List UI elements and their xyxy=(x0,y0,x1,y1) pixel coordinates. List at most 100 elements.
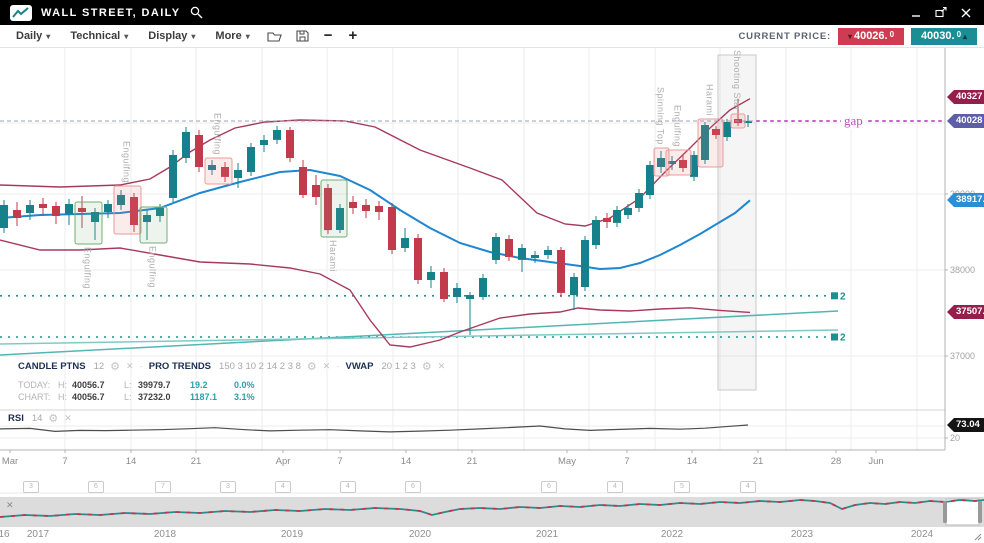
sell-price-badge[interactable]: ▾ 40026. 0 xyxy=(838,27,904,45)
chevron-down-icon: ▾ xyxy=(191,31,196,41)
calendar-event-icon[interactable]: 3 xyxy=(23,481,39,493)
rsi-legend: RSI 14 ⚙ ✕ xyxy=(8,413,72,424)
bollinger-lower-band xyxy=(0,239,751,348)
candle xyxy=(635,193,643,208)
navigator-handle-left[interactable] xyxy=(943,501,947,523)
search-icon[interactable] xyxy=(190,6,203,19)
close-icon[interactable]: ✕ xyxy=(126,361,134,371)
navigator-close-icon[interactable]: ✕ xyxy=(6,500,14,510)
close-icon[interactable]: ✕ xyxy=(64,413,72,423)
calendar-event-icon[interactable]: 6 xyxy=(88,481,104,493)
year-label: 2023 xyxy=(790,529,814,540)
year-label: 16 xyxy=(0,529,10,540)
percent-value: 0.0% xyxy=(234,380,255,390)
indicator-legend: CANDLE PTNS 12 ⚙ ✕ · PRO TRENDS 150 3 10 2 14 … xyxy=(18,361,445,372)
candle xyxy=(657,158,665,167)
candle xyxy=(117,195,125,205)
indicator-params: 20 1 2 3 xyxy=(381,361,416,372)
navigator-track[interactable] xyxy=(0,497,984,527)
pattern-label: Engulfing xyxy=(212,112,223,155)
candle xyxy=(690,155,698,177)
close-icon[interactable] xyxy=(958,5,974,21)
year-label: 2021 xyxy=(535,529,559,540)
save-icon[interactable] xyxy=(289,30,316,42)
candle xyxy=(570,277,578,296)
vwap-line xyxy=(0,310,839,356)
candle xyxy=(156,208,164,216)
candle xyxy=(375,206,383,212)
display-dropdown[interactable]: Display ▾ xyxy=(148,30,196,42)
candle xyxy=(668,161,676,164)
pattern-box xyxy=(113,185,142,235)
candle xyxy=(169,155,177,198)
candle xyxy=(324,188,332,231)
indicator-params: 150 3 10 2 14 2 3 8 xyxy=(219,361,301,372)
timeframe-dropdown[interactable]: Daily ▾ xyxy=(16,30,51,42)
candle xyxy=(312,185,320,197)
candle xyxy=(427,272,435,280)
pattern-label: Engulfing xyxy=(121,140,132,183)
candle xyxy=(453,288,461,297)
navigator-selection[interactable] xyxy=(945,498,980,526)
zoom-in-button[interactable]: + xyxy=(348,27,358,44)
time-label: 7 xyxy=(337,456,343,467)
axis-price-badge: 73.04 xyxy=(947,418,984,432)
gear-icon[interactable]: ⚙ xyxy=(306,360,317,373)
calendar-event-icon[interactable]: 4 xyxy=(607,481,623,493)
close-icon[interactable]: ✕ xyxy=(322,361,331,371)
calendar-event-icon[interactable]: 6 xyxy=(405,481,421,493)
year-label: 2022 xyxy=(660,529,684,540)
calendar-event-icon[interactable]: 7 xyxy=(155,481,171,493)
calendar-event-icon[interactable]: 4 xyxy=(740,481,756,493)
indicator-params: 14 xyxy=(31,413,43,424)
price-tick-label: 38000 xyxy=(950,265,976,275)
projection-zone xyxy=(717,54,757,391)
current-price-area: CURRENT PRICE: ▾ 40026. 0 40030. 0 ▴ xyxy=(739,27,978,45)
zoom-out-button[interactable]: − xyxy=(323,27,333,44)
gear-icon[interactable]: ⚙ xyxy=(48,412,59,425)
chart-title: WALL STREET, DAILY xyxy=(41,6,181,19)
indicator-name: RSI xyxy=(8,413,24,424)
gear-icon[interactable]: ⚙ xyxy=(421,360,432,373)
high-label: H: xyxy=(58,380,67,390)
buy-price-badge[interactable]: 40030. 0 ▴ xyxy=(911,27,977,45)
trend-level-label: 2 xyxy=(840,291,846,302)
more-dropdown[interactable]: More ▾ xyxy=(215,30,250,42)
pattern-label: Engulfing xyxy=(672,104,683,147)
time-label: 14 xyxy=(125,456,137,467)
close-icon[interactable]: ✕ xyxy=(437,361,446,371)
open-folder-icon[interactable] xyxy=(260,30,289,42)
app-logo-icon xyxy=(10,4,32,21)
calendar-event-icon[interactable]: 4 xyxy=(340,481,356,493)
minimize-button[interactable] xyxy=(908,5,924,21)
gear-icon[interactable]: ⚙ xyxy=(110,360,121,373)
candle xyxy=(414,238,422,280)
calendar-event-icon[interactable]: 3 xyxy=(220,481,236,493)
candle xyxy=(613,210,621,223)
pattern-box xyxy=(320,179,348,238)
resize-grip-icon[interactable] xyxy=(974,533,982,541)
calendar-event-icon[interactable]: 5 xyxy=(674,481,690,493)
calendar-event-icon[interactable]: 4 xyxy=(275,481,291,493)
low-value: 39979.7 xyxy=(138,380,171,390)
candle xyxy=(466,295,474,299)
chevron-down-icon: ▾ xyxy=(46,31,51,41)
candle xyxy=(712,129,720,135)
time-label: 21 xyxy=(752,456,764,467)
candle xyxy=(260,140,268,145)
pattern-label: Shooting Star xyxy=(732,49,742,111)
popout-button[interactable] xyxy=(933,5,949,21)
resize-grip-icon[interactable] xyxy=(977,536,982,541)
candle xyxy=(221,167,229,177)
technical-dropdown[interactable]: Technical ▾ xyxy=(70,30,129,42)
navigator-handle-right[interactable] xyxy=(978,501,982,523)
calendar-event-icon[interactable]: 6 xyxy=(541,481,557,493)
stats-row-label: TODAY: xyxy=(18,380,51,390)
candle xyxy=(388,207,396,250)
year-label: 2019 xyxy=(280,529,304,540)
candle xyxy=(349,202,357,208)
stats-row-label: CHART: xyxy=(18,392,51,402)
